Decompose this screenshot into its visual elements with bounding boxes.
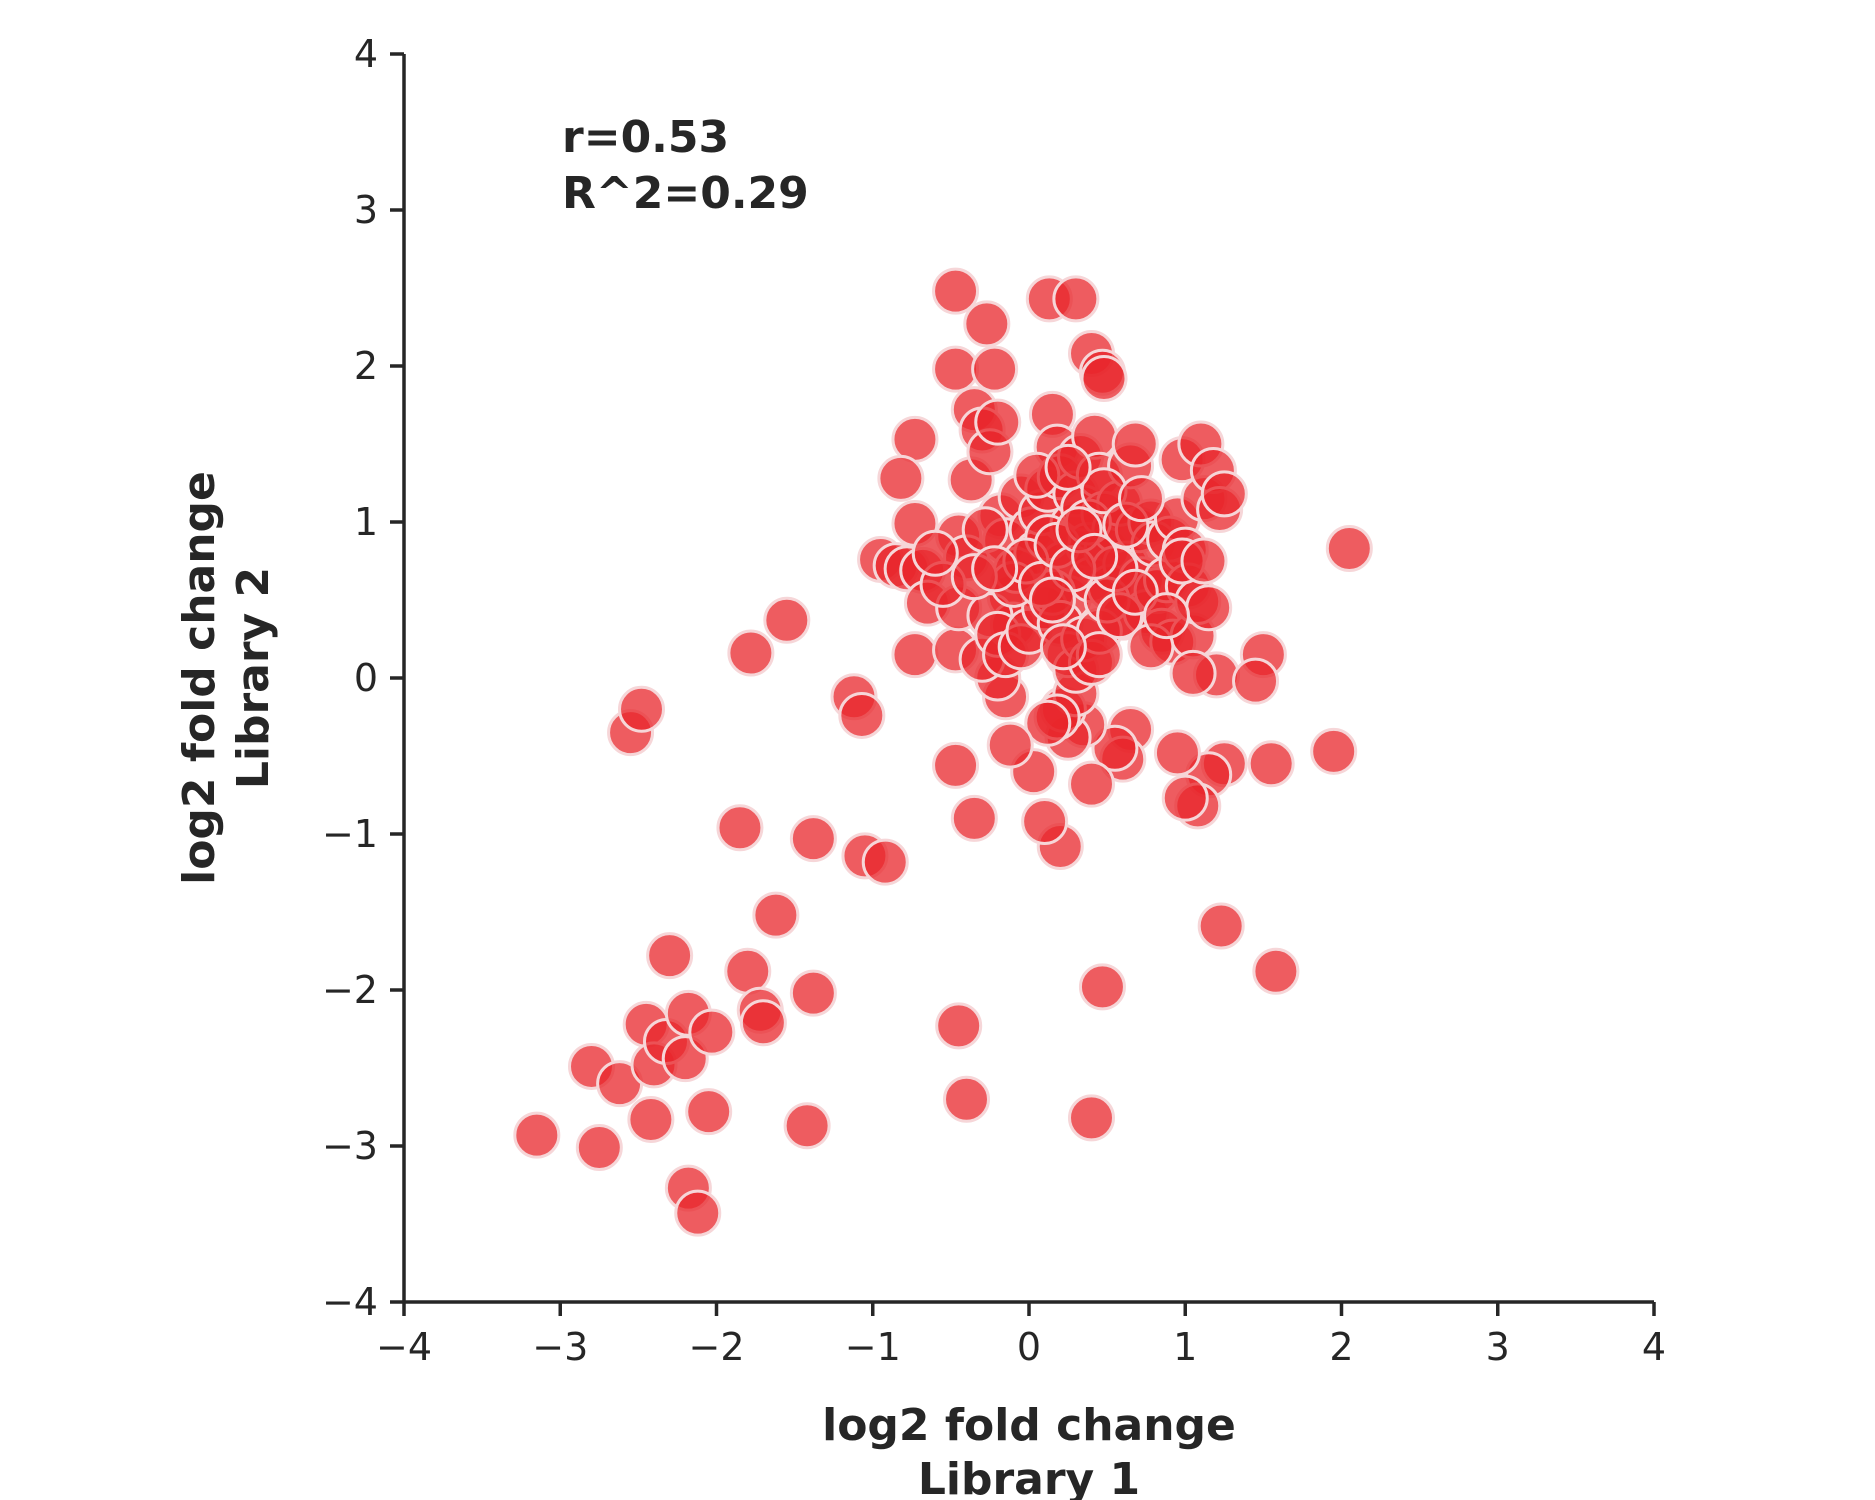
x-axis-title-line-1: log2 fold change	[822, 1400, 1236, 1451]
x-tick-label: 2	[1329, 1325, 1353, 1369]
y-tick-label: 2	[354, 344, 378, 388]
y-tick-label: −2	[322, 968, 378, 1012]
scatter-point	[513, 1111, 561, 1159]
scatter-point	[1111, 568, 1159, 616]
scatter-point	[783, 1102, 831, 1150]
scatter-point	[1078, 963, 1126, 1011]
x-ticks: −4 −3 −2 −1 0 1 2 3 4	[376, 1302, 1666, 1369]
y-tick-label: −3	[322, 1124, 378, 1168]
scatter-point	[838, 691, 886, 739]
y-tick-label: 4	[354, 32, 378, 76]
scatter-point	[932, 267, 980, 315]
scatter-point	[1091, 724, 1139, 772]
scatter-point	[1153, 729, 1201, 777]
scatter-point	[1044, 443, 1092, 491]
scatter-point	[932, 741, 980, 789]
scatter-point	[932, 345, 980, 393]
scatter-point	[1024, 699, 1072, 747]
scatter-point	[1232, 657, 1280, 705]
x-tick-label: −3	[532, 1325, 588, 1369]
scatter-point	[935, 1002, 983, 1050]
scatter-point	[752, 891, 800, 939]
scatter-point	[861, 838, 909, 886]
scatter-point	[1028, 576, 1076, 624]
scatter-point	[1325, 525, 1373, 573]
x-tick-label: −2	[688, 1325, 744, 1369]
scatter-point	[1180, 537, 1228, 585]
scatter-point	[1052, 275, 1100, 323]
scatter-point	[627, 1095, 675, 1143]
scatter-point	[986, 721, 1034, 769]
scatter-point	[1247, 740, 1295, 788]
scatter-point	[1071, 532, 1119, 580]
scatter-point	[1068, 1094, 1115, 1142]
scatter-point	[877, 454, 925, 502]
scatter-point	[1161, 774, 1209, 822]
scatter-point	[1039, 623, 1087, 671]
scatter-point	[971, 345, 1019, 393]
scatter-point	[1068, 760, 1115, 808]
scatter-point	[674, 1189, 722, 1237]
x-tick-label: 1	[1173, 1325, 1197, 1369]
r-squared-annotation: R^2=0.29	[562, 168, 809, 219]
y-axis-title-line-1: log2 fold change	[174, 471, 225, 885]
scatter-point	[1185, 584, 1233, 632]
scatter-point	[971, 545, 1019, 593]
scatter-point	[961, 506, 1009, 554]
y-tick-label: 1	[354, 500, 378, 544]
scatter-point	[1197, 902, 1245, 950]
scatter-point	[688, 1008, 736, 1056]
scatter-point	[1200, 470, 1248, 518]
y-axis-title-line-2: Library 2	[228, 567, 279, 789]
scatter-point	[575, 1124, 623, 1172]
scatter-point	[974, 398, 1022, 446]
scatter-point	[739, 999, 787, 1047]
scatter-point	[618, 685, 665, 733]
x-tick-label: −1	[845, 1325, 901, 1369]
y-tick-label: −4	[322, 1280, 378, 1324]
scatter-point	[789, 815, 837, 863]
scatter-point	[891, 631, 939, 679]
axes: −4 −3 −2 −1 0 1 2 3 4 −4 −3 −2 −1 0 1 2 3 4	[322, 32, 1666, 1369]
scatter-point	[1169, 649, 1217, 697]
y-tick-label: −1	[322, 812, 378, 856]
x-tick-label: 0	[1017, 1325, 1041, 1369]
x-tick-label: 4	[1642, 1325, 1666, 1369]
y-ticks: −4 −3 −2 −1 0 1 2 3 4	[322, 32, 404, 1324]
scatter-point	[891, 415, 939, 463]
scatter-point	[724, 947, 772, 995]
y-tick-label: 3	[354, 188, 378, 232]
scatter-point	[1118, 475, 1165, 523]
scatter-point	[763, 596, 811, 644]
y-tick-label: 0	[354, 656, 378, 700]
scatter-point	[685, 1088, 733, 1136]
scatter-point	[716, 804, 764, 852]
x-axis-title-line-2: Library 1	[918, 1454, 1140, 1500]
scatter-point	[943, 1075, 990, 1123]
scatter-point	[646, 932, 694, 980]
scatter-point	[789, 969, 837, 1017]
scatter-point	[1111, 420, 1159, 468]
correlation-annotation: r=0.53	[562, 112, 729, 163]
scatter-point	[963, 300, 1011, 348]
points-layer	[513, 267, 1373, 1237]
scatter-point	[1252, 947, 1300, 995]
scatter-point	[1080, 354, 1128, 402]
scatter-point	[1310, 727, 1358, 775]
scatter-point	[727, 629, 775, 677]
x-tick-label: −4	[376, 1325, 432, 1369]
x-tick-label: 3	[1486, 1325, 1510, 1369]
scatter-point	[1021, 798, 1069, 846]
scatter-point	[1143, 592, 1190, 640]
scatter-point	[950, 794, 998, 842]
scatter-point	[911, 529, 959, 577]
